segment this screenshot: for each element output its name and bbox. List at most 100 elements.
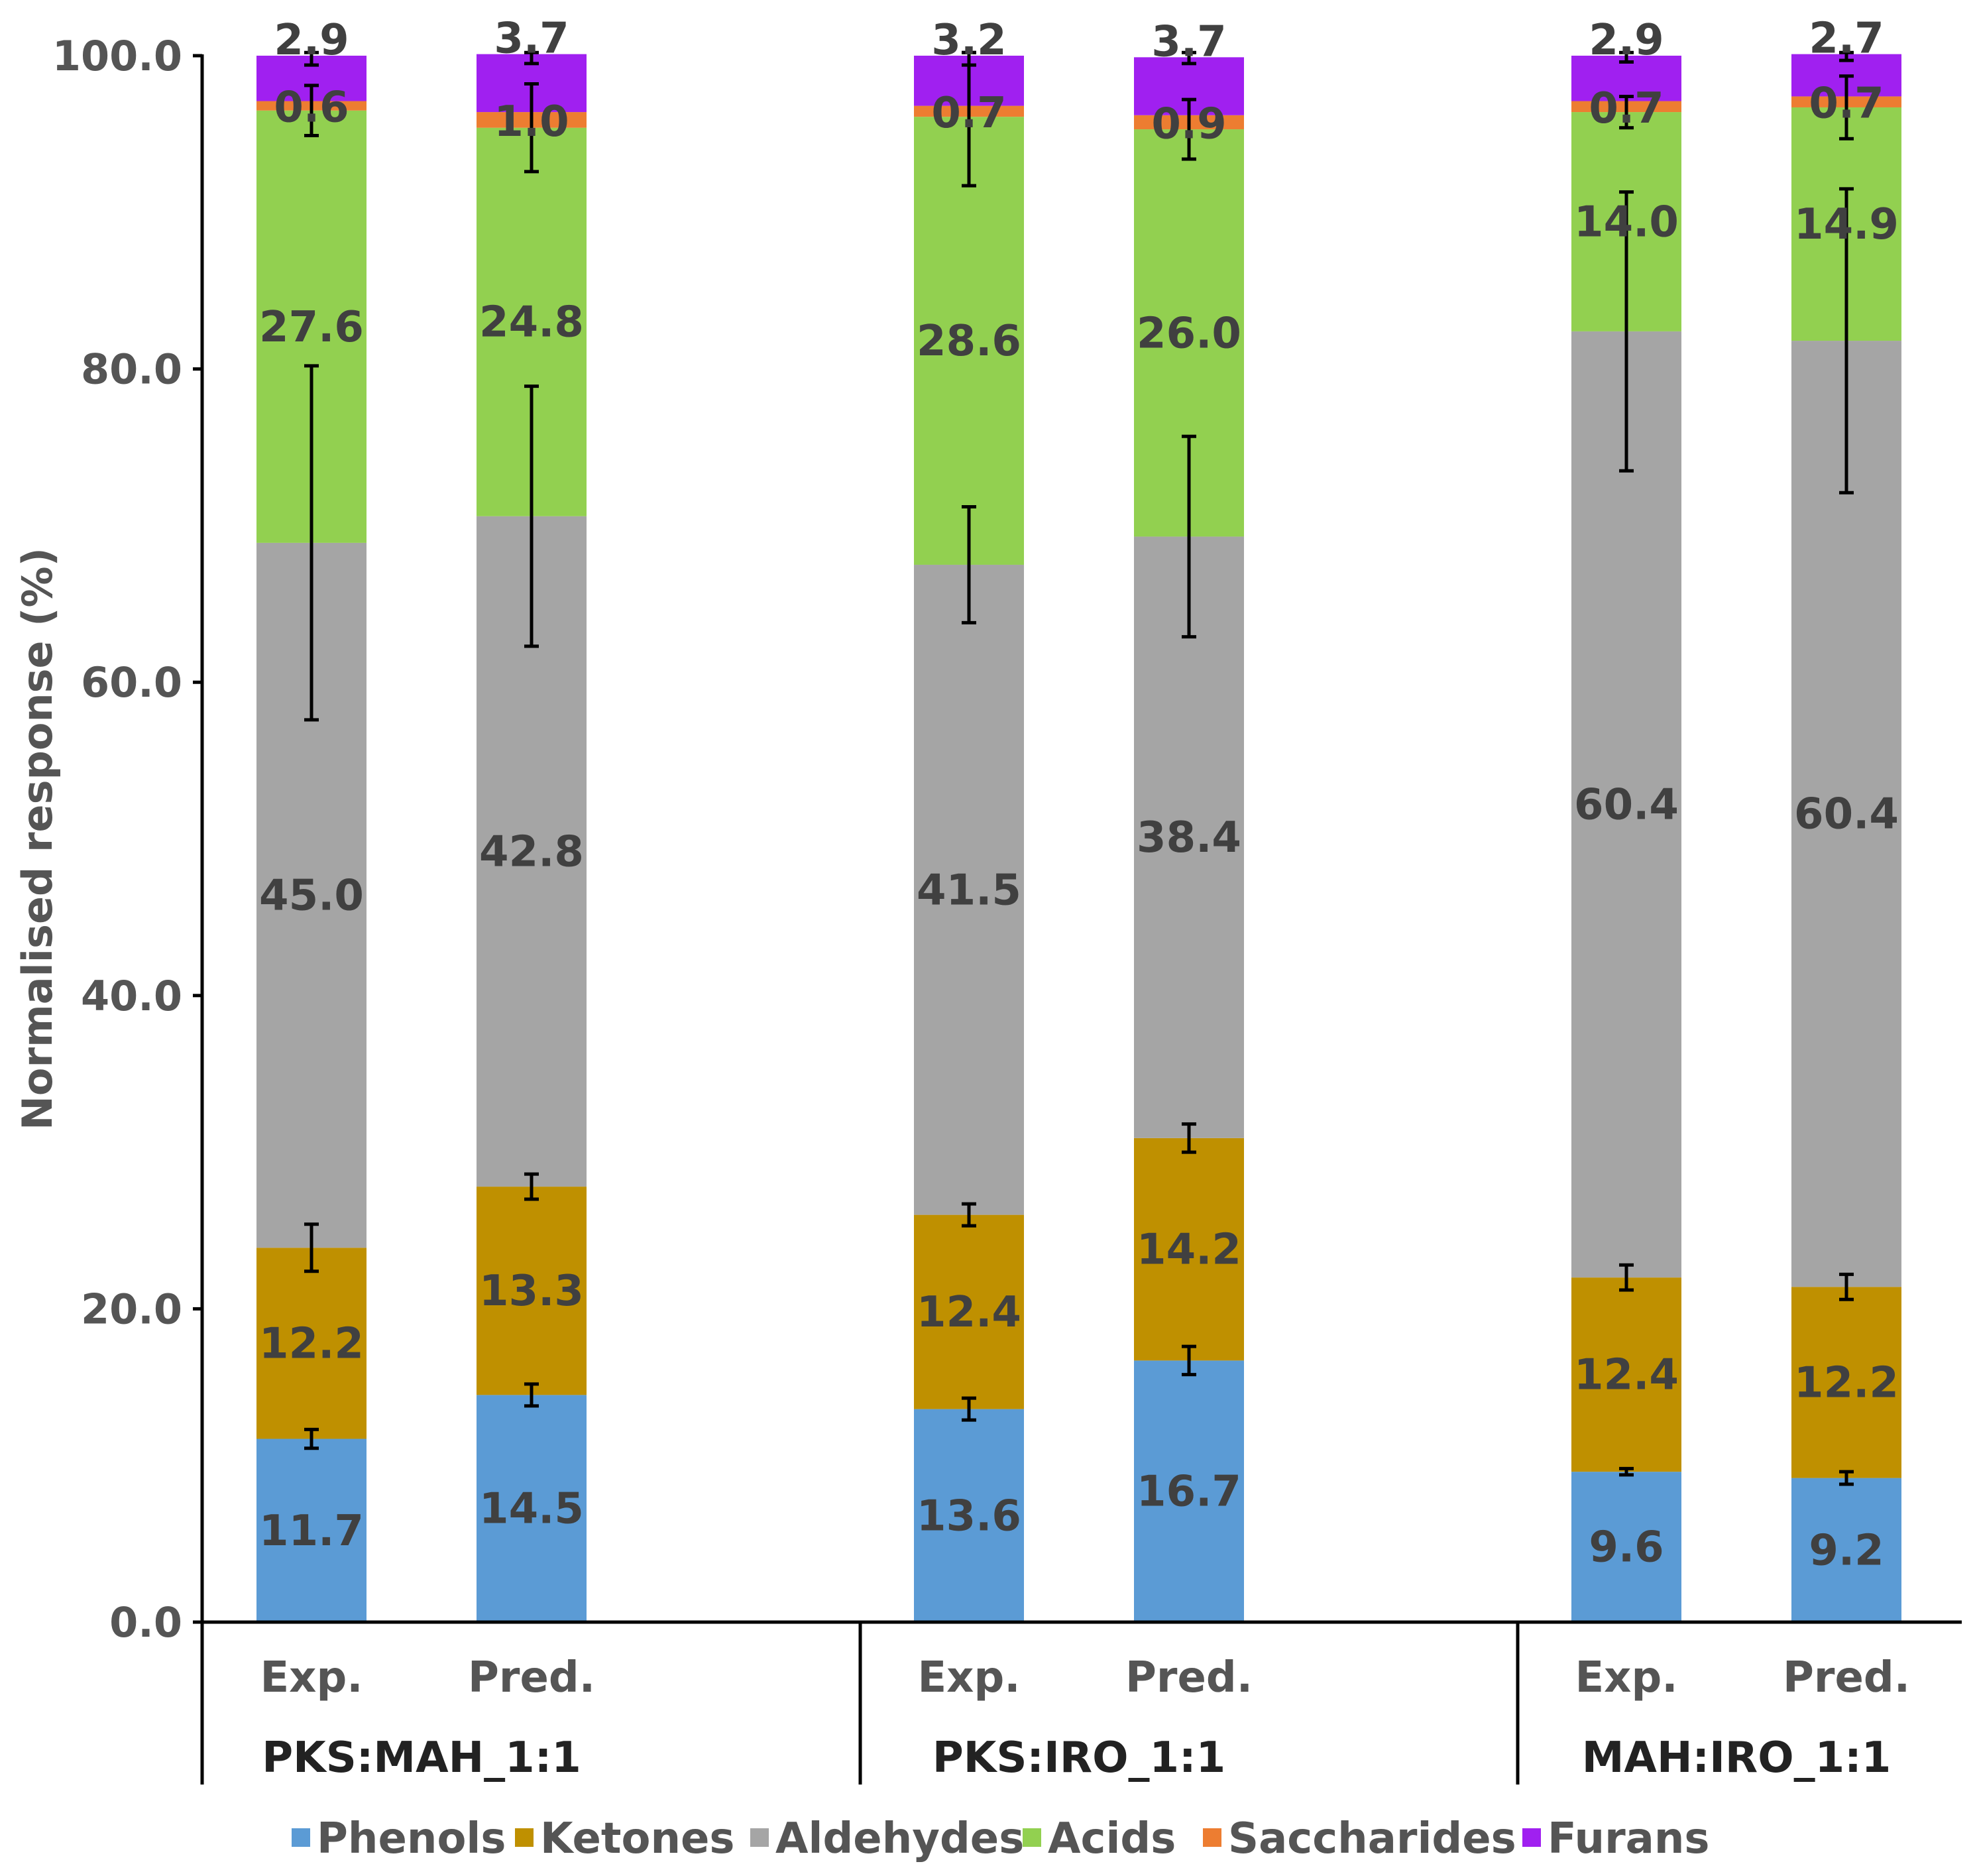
data-labels-acids: 27.6 24.8 28.6 26.0 14.0 14.9 <box>259 198 1899 366</box>
data-label: 24.8 <box>479 298 584 347</box>
bar-segment-ketones[interactable] <box>1791 1287 1901 1478</box>
y-tick-label: 80.0 <box>81 345 182 394</box>
bar-segment-ketones[interactable] <box>1134 1138 1244 1361</box>
data-label: 11.7 <box>259 1507 364 1556</box>
data-label: 12.4 <box>917 1288 1021 1337</box>
data-label: 1.0 <box>494 97 569 147</box>
y-tick-label: 0.0 <box>109 1598 182 1647</box>
data-label: 2.9 <box>1589 16 1664 65</box>
legend-label: Ketones <box>540 1814 735 1863</box>
data-label: 60.4 <box>1794 790 1899 839</box>
legend-swatch <box>1023 1828 1041 1847</box>
legend-swatch <box>750 1828 769 1847</box>
data-label: 14.2 <box>1137 1226 1241 1275</box>
series-phenols <box>256 1360 1901 1622</box>
bar-segment-phenols[interactable] <box>1134 1360 1244 1622</box>
x-category-label: Pred. <box>1125 1653 1253 1702</box>
data-label: 26.0 <box>1137 309 1241 358</box>
legend-swatch <box>1203 1828 1221 1847</box>
data-label: 14.9 <box>1794 200 1899 249</box>
x-category-label: Pred. <box>1783 1653 1910 1702</box>
x-group-label: MAH:IRO_1:1 <box>1582 1733 1892 1783</box>
data-label: 16.7 <box>1137 1468 1241 1517</box>
data-label: 13.6 <box>917 1492 1021 1541</box>
y-tick-label: 60.0 <box>81 658 182 707</box>
legend-item-ketones[interactable]: Ketones <box>515 1814 735 1863</box>
legend: Phenols Ketones Aldehydes Acids Saccharides F… <box>292 1814 1710 1863</box>
bar-segment-phenols[interactable] <box>914 1409 1024 1622</box>
data-label: 42.8 <box>479 827 584 876</box>
y-axis: 0.0 20.0 40.0 60.0 80.0 100.0 Normalised respo… <box>13 32 204 1647</box>
data-labels-ketones: 12.2 13.3 12.4 14.2 12.4 12.2 <box>259 1226 1899 1408</box>
bar-segment-phenols[interactable] <box>477 1395 587 1622</box>
legend-item-furans[interactable]: Furans <box>1522 1814 1710 1863</box>
data-label: 13.3 <box>479 1267 584 1316</box>
legend-swatch <box>1522 1828 1541 1847</box>
legend-swatch <box>292 1828 310 1847</box>
legend-label: Aldehydes <box>775 1814 1024 1863</box>
bar-segment-ketones[interactable] <box>1571 1277 1681 1472</box>
bar-segment-aldehydes[interactable] <box>1791 341 1901 1287</box>
data-labels-furans: 2.9 3.7 3.2 3.7 2.9 2.7 <box>274 15 1884 67</box>
x-group-label: PKS:MAH_1:1 <box>262 1733 581 1783</box>
data-label: 0.6 <box>274 84 349 133</box>
legend-label: Furans <box>1548 1814 1710 1863</box>
data-label: 28.6 <box>917 317 1021 366</box>
bar-segment-aldehydes[interactable] <box>914 564 1024 1215</box>
data-labels-phenols: 11.7 14.5 13.6 16.7 9.6 9.2 <box>259 1468 1884 1576</box>
y-tick-label: 40.0 <box>81 972 182 1020</box>
bar-segment-aldehydes[interactable] <box>1571 331 1681 1278</box>
y-axis-title: Normalised response (%) <box>13 548 62 1130</box>
bar-segment-phenols[interactable] <box>1571 1472 1681 1622</box>
bar-segment-ketones[interactable] <box>914 1214 1024 1409</box>
bar-segment-ketones[interactable] <box>256 1248 367 1439</box>
data-labels-saccharides: 0.6 1.0 0.7 0.9 0.7 0.7 <box>274 80 1884 149</box>
legend-label: Acids <box>1048 1814 1176 1863</box>
data-label: 2.7 <box>1809 15 1884 64</box>
series-aldehydes <box>256 331 1901 1287</box>
series-ketones <box>256 1138 1901 1478</box>
data-label: 12.4 <box>1574 1351 1679 1400</box>
legend-swatch <box>515 1828 534 1847</box>
legend-item-saccharides[interactable]: Saccharides <box>1203 1814 1516 1863</box>
data-label: 12.2 <box>259 1319 364 1368</box>
data-label: 9.6 <box>1589 1523 1664 1572</box>
legend-item-phenols[interactable]: Phenols <box>292 1814 506 1863</box>
data-label: 41.5 <box>917 866 1021 915</box>
legend-label: Saccharides <box>1228 1814 1516 1863</box>
data-label: 14.0 <box>1574 198 1679 247</box>
legend-item-aldehydes[interactable]: Aldehydes <box>750 1814 1024 1863</box>
data-label: 0.9 <box>1151 99 1226 148</box>
x-category-label: Exp. <box>260 1653 363 1702</box>
x-category-label: Exp. <box>1575 1653 1677 1702</box>
bar-segment-ketones[interactable] <box>477 1187 587 1395</box>
data-label: 2.9 <box>274 16 349 65</box>
legend-item-acids[interactable]: Acids <box>1023 1814 1176 1863</box>
error-bars <box>304 50 1854 1486</box>
x-category-label: Pred. <box>468 1653 595 1702</box>
y-tick-label: 20.0 <box>81 1285 182 1333</box>
data-label: 3.2 <box>931 16 1006 65</box>
data-label: 14.5 <box>479 1485 584 1534</box>
bar-segment-acids[interactable] <box>914 117 1024 565</box>
data-label: 9.2 <box>1809 1526 1884 1575</box>
data-label: 38.4 <box>1137 813 1241 862</box>
x-axis: Exp. Pred. PKS:MAH_1:1 Exp. Pred. PKS:IRO_1:1… <box>200 1620 1962 1785</box>
bar-segment-phenols[interactable] <box>1791 1478 1901 1622</box>
x-group-label: PKS:IRO_1:1 <box>932 1733 1225 1783</box>
data-label: 45.0 <box>259 872 364 921</box>
data-label: 12.2 <box>1794 1358 1899 1407</box>
data-label: 0.7 <box>1589 84 1664 133</box>
data-labels-aldehydes: 45.0 42.8 41.5 38.4 60.4 60.4 <box>259 781 1899 921</box>
data-label: 0.7 <box>1809 80 1884 129</box>
bar-segment-phenols[interactable] <box>256 1438 367 1622</box>
data-label: 27.6 <box>259 303 364 352</box>
data-label: 60.4 <box>1574 781 1679 830</box>
y-tick-label: 100.0 <box>52 32 182 80</box>
data-label: 3.7 <box>1151 17 1226 66</box>
x-category-label: Exp. <box>917 1653 1020 1702</box>
legend-label: Phenols <box>317 1814 506 1863</box>
data-label: 0.7 <box>931 89 1006 138</box>
data-label: 3.7 <box>494 15 569 64</box>
